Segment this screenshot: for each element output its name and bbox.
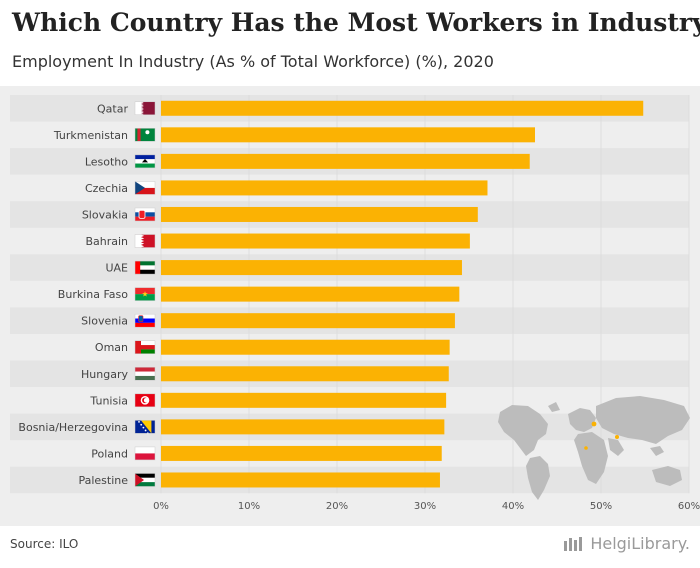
map-highlight-gulf (615, 435, 619, 439)
uae-flag-icon (134, 260, 156, 275)
hungary-flag-icon (134, 367, 156, 381)
bar (161, 366, 449, 382)
category-label: Bosnia/Herzegovina (18, 421, 128, 434)
x-tick-label: 0% (153, 501, 169, 512)
bosnia-herzegovina-flag-icon (134, 420, 156, 435)
bar (161, 472, 440, 488)
bar (161, 445, 442, 461)
flags (134, 101, 156, 487)
bar (161, 233, 470, 249)
category-label: Lesotho (85, 155, 128, 168)
category-label: Qatar (97, 102, 128, 115)
x-tick-label: 40% (502, 501, 524, 512)
x-tick-label: 60% (678, 501, 700, 512)
turkmenistan-flag-icon (134, 128, 156, 142)
bar (161, 286, 460, 302)
bar (161, 392, 447, 408)
burkina-faso-flag-icon (134, 287, 156, 301)
x-tick-label: 20% (326, 501, 348, 512)
tunisia-flag-icon (134, 393, 156, 408)
bar (161, 100, 644, 116)
slovakia-flag-icon (134, 207, 156, 222)
category-label: Czechia (85, 182, 128, 195)
palestine-flag-icon (134, 473, 156, 487)
category-labels: Qatar Turkmenistan Lesotho Czechia Slovakia B… (18, 102, 128, 487)
logo-text: HelgiLibrary. (590, 534, 690, 553)
bar (161, 419, 445, 435)
slovenia-flag-icon (134, 313, 156, 328)
library-logo-icon (564, 536, 583, 551)
category-label: Slovakia (82, 208, 128, 221)
bar (161, 153, 530, 169)
x-tick-label: 50% (590, 501, 612, 512)
map-highlight-africa (584, 446, 588, 450)
category-label: Oman (95, 341, 128, 354)
category-label: Poland (91, 447, 128, 460)
world-map-icon (498, 396, 690, 500)
qatar-flag-icon (134, 101, 156, 116)
category-label: Turkmenistan (53, 129, 128, 142)
category-label: UAE (105, 262, 128, 275)
category-label: Bahrain (85, 235, 128, 248)
x-tick-label: 10% (238, 501, 260, 512)
chart-subtitle: Employment In Industry (As % of Total Wo… (12, 52, 494, 71)
bar (161, 313, 455, 329)
category-label: Slovenia (81, 315, 128, 328)
bar (161, 180, 488, 196)
chart-title: Which Country Has the Most Workers in In… (12, 8, 700, 37)
bars (161, 100, 644, 488)
czechia-flag-icon (134, 181, 156, 195)
bar (161, 127, 535, 143)
oman-flag-icon (134, 340, 156, 354)
poland-flag-icon (134, 446, 156, 461)
x-tick-label: 30% (414, 501, 436, 512)
category-label: Burkina Faso (58, 288, 128, 301)
bahrain-flag-icon (134, 234, 156, 248)
category-label: Tunisia (89, 394, 128, 407)
bar (161, 206, 478, 222)
lesotho-flag-icon (134, 154, 156, 169)
source-note: Source: ILO (10, 537, 79, 551)
bar (161, 339, 450, 355)
bar (161, 260, 462, 276)
map-highlight-europe (591, 421, 597, 427)
x-axis-ticks: 0% 10% 20% 30% 40% 50% 60% (153, 501, 700, 512)
chart-header: Which Country Has the Most Workers in In… (0, 0, 700, 87)
category-label: Palestine (78, 474, 128, 487)
category-label: Hungary (81, 368, 128, 381)
brand-logo: HelgiLibrary. (563, 534, 690, 553)
